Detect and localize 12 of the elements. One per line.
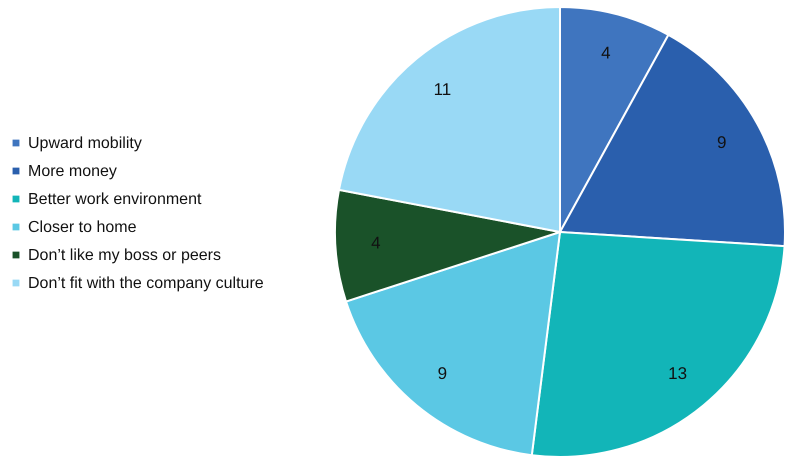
data-label: 4 [371, 234, 381, 253]
data-label: 13 [668, 364, 688, 384]
data-label: 4 [601, 43, 611, 62]
legend-label: Don’t fit with the company culture [28, 275, 264, 292]
legend-label: Better work environment [28, 191, 202, 208]
legend-label: Closer to home [28, 219, 137, 236]
data-label: 11 [434, 80, 452, 99]
legend-label: Don’t like my boss or peers [28, 247, 221, 264]
legend-label: Upward mobility [28, 135, 142, 152]
data-label: 9 [716, 133, 726, 152]
data-label: 9 [438, 364, 448, 384]
legend-label: More money [28, 163, 117, 180]
